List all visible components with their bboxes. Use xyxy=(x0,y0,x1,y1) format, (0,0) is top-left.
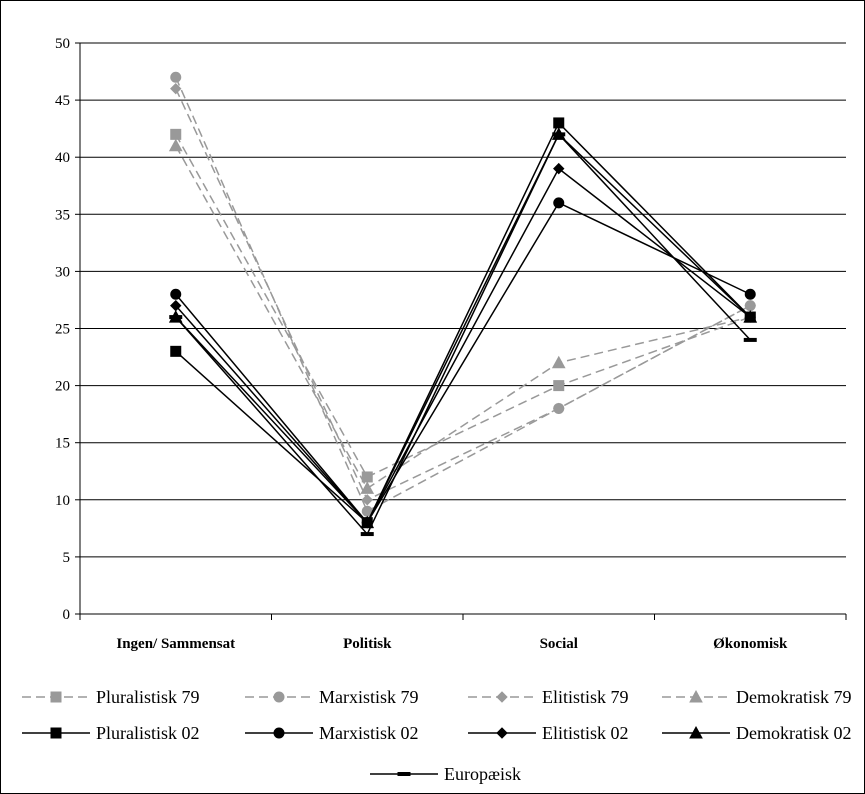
legend-marker xyxy=(397,772,411,776)
legend-marker xyxy=(273,691,285,703)
legend-label: Pluralistisk 79 xyxy=(96,687,200,707)
data-point xyxy=(551,355,566,369)
data-point xyxy=(743,337,757,342)
data-point xyxy=(170,128,182,140)
legend-label: Demokratisk 79 xyxy=(736,687,851,707)
data-point xyxy=(169,315,183,320)
series-2 xyxy=(170,82,756,506)
data-point xyxy=(361,494,373,506)
series-line xyxy=(175,133,751,478)
x-tick-label: Ingen/ Sammensat xyxy=(116,636,235,652)
data-point xyxy=(170,345,182,357)
data-point xyxy=(553,402,565,415)
legend-marker xyxy=(273,727,285,739)
legend-label: Marxistisk 02 xyxy=(319,723,419,743)
legend-entry: Marxistisk 02 xyxy=(245,723,419,743)
data-point xyxy=(361,471,373,483)
legend-marker xyxy=(689,725,703,739)
axes: 0 5 10 15 20 25 30 35 40 45 50 Ingen/ Sammensat Poli… xyxy=(55,36,847,652)
series-line xyxy=(175,145,751,490)
y-tick-label: 30 xyxy=(55,264,70,280)
data-point xyxy=(170,71,182,83)
series-8 xyxy=(169,132,757,537)
y-tick-label: 20 xyxy=(55,379,70,395)
y-tick-label: 40 xyxy=(55,150,70,166)
legend-marker xyxy=(689,689,703,703)
legend-entry: Demokratisk 79 xyxy=(662,687,851,707)
y-tick-label: 15 xyxy=(55,436,70,452)
y-tick-label: 45 xyxy=(55,93,70,109)
data-point xyxy=(743,310,758,323)
y-tick-label: 25 xyxy=(55,322,70,338)
y-tick-label: 10 xyxy=(55,493,70,509)
y-tick-label: 5 xyxy=(63,550,71,566)
data-point xyxy=(170,82,182,95)
legend-marker xyxy=(50,691,62,703)
data-point xyxy=(360,532,374,537)
legend-entry: Marxistisk 79 xyxy=(245,687,419,707)
data-point xyxy=(168,138,183,152)
data-point xyxy=(553,197,565,209)
legend-label: Demokratisk 02 xyxy=(736,723,851,743)
data-point xyxy=(552,132,566,137)
legend-entry: Pluralistisk 79 xyxy=(22,687,200,707)
data-point xyxy=(170,288,182,300)
legend-marker xyxy=(50,727,62,739)
legend-entry: Demokratisk 02 xyxy=(662,723,851,743)
data-point xyxy=(553,380,565,392)
legend-entry: Elitistisk 02 xyxy=(468,723,629,743)
legend-label: Elitistisk 02 xyxy=(542,723,629,743)
legend-marker xyxy=(496,691,508,703)
y-tick-label: 50 xyxy=(55,36,70,52)
x-tick-label: Politisk xyxy=(343,636,392,652)
legend-marker xyxy=(496,727,508,739)
series-line xyxy=(175,88,751,501)
legend-label: Pluralistisk 02 xyxy=(96,723,200,743)
data-point xyxy=(553,117,565,129)
series-line xyxy=(175,133,751,524)
series-line xyxy=(175,201,751,524)
y-tick-label: 0 xyxy=(63,607,71,623)
legend-entry: Elitistisk 79 xyxy=(468,687,629,707)
series-line xyxy=(175,167,751,524)
legend-label: Elitistisk 79 xyxy=(542,687,629,707)
series-line xyxy=(175,133,751,536)
legend-entry: Europæisk xyxy=(370,764,521,784)
x-tick-label: Økonomisk xyxy=(713,636,788,652)
data-point xyxy=(744,288,756,300)
legend-entry: Pluralistisk 02 xyxy=(22,723,200,743)
grid-lines xyxy=(80,42,846,558)
legend-label: Marxistisk 79 xyxy=(319,687,419,707)
data-point xyxy=(360,515,375,529)
series-line xyxy=(175,121,751,524)
x-tick-label: Social xyxy=(540,636,578,652)
y-tick-label: 35 xyxy=(55,207,70,223)
data-point xyxy=(360,481,375,494)
series-lines xyxy=(168,71,758,537)
data-point xyxy=(553,162,565,175)
legend: Pluralistisk 79 Marxistisk 79 Elitistisk 7… xyxy=(22,687,851,784)
legend-label: Europæisk xyxy=(444,764,521,784)
